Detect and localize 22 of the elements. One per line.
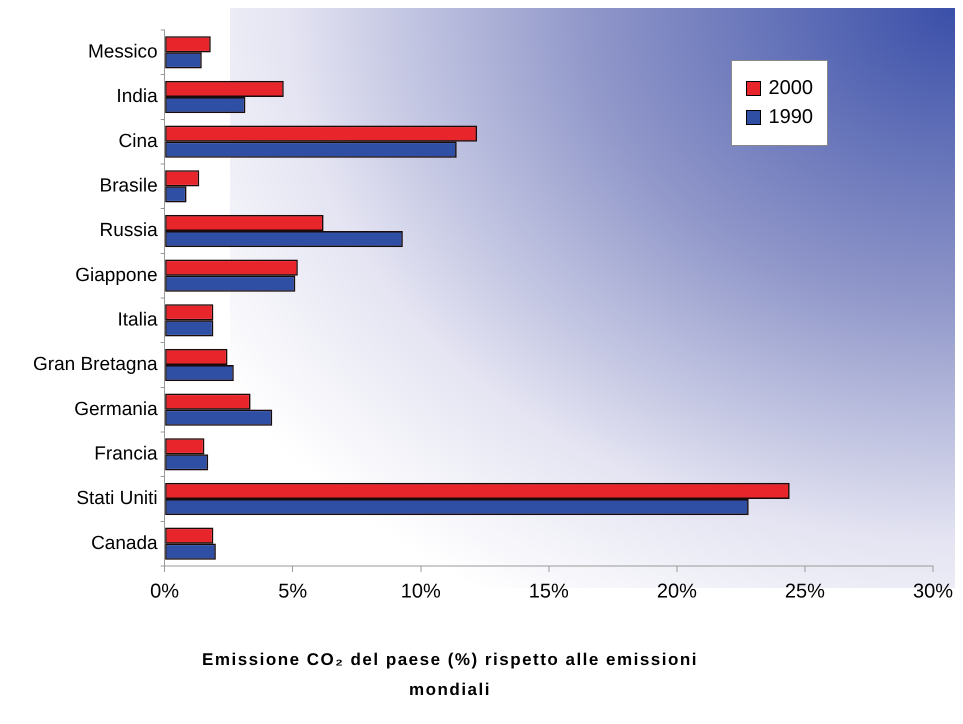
x-tick-label: 10%: [400, 580, 441, 603]
y-tick-label: Canada: [91, 532, 158, 554]
y-tick-label: Germania: [74, 398, 158, 420]
y-tick-label: Gran Bretagna: [32, 354, 158, 376]
y-tick-label: Brasile: [100, 176, 158, 197]
y-tick-label: Cina: [118, 130, 158, 152]
y-tick-label: Stati Uniti: [76, 488, 158, 510]
x-tick-label: 5%: [278, 580, 308, 603]
x-tick-label: 20%: [656, 580, 698, 603]
y-tick-label: Italia: [117, 310, 158, 331]
x-tick-label: 0%: [150, 580, 180, 603]
x-tick-label: 25%: [784, 580, 826, 603]
x-tick-label: 30%: [912, 580, 954, 603]
y-tick-label: Francia: [94, 444, 158, 465]
legend-label: 1990: [768, 106, 813, 129]
x-tick-label: 15%: [528, 580, 570, 603]
y-tick-label: Giappone: [75, 264, 158, 286]
y-tick-label: Russia: [100, 220, 158, 242]
y-tick-label: India: [116, 86, 158, 108]
y-tick-label: Messico: [88, 42, 158, 63]
legend-label: 2000: [768, 77, 813, 100]
x-axis-title: Emissione CO₂ del paese (%) rispetto alle emissioni mondiali: [201, 649, 699, 701]
